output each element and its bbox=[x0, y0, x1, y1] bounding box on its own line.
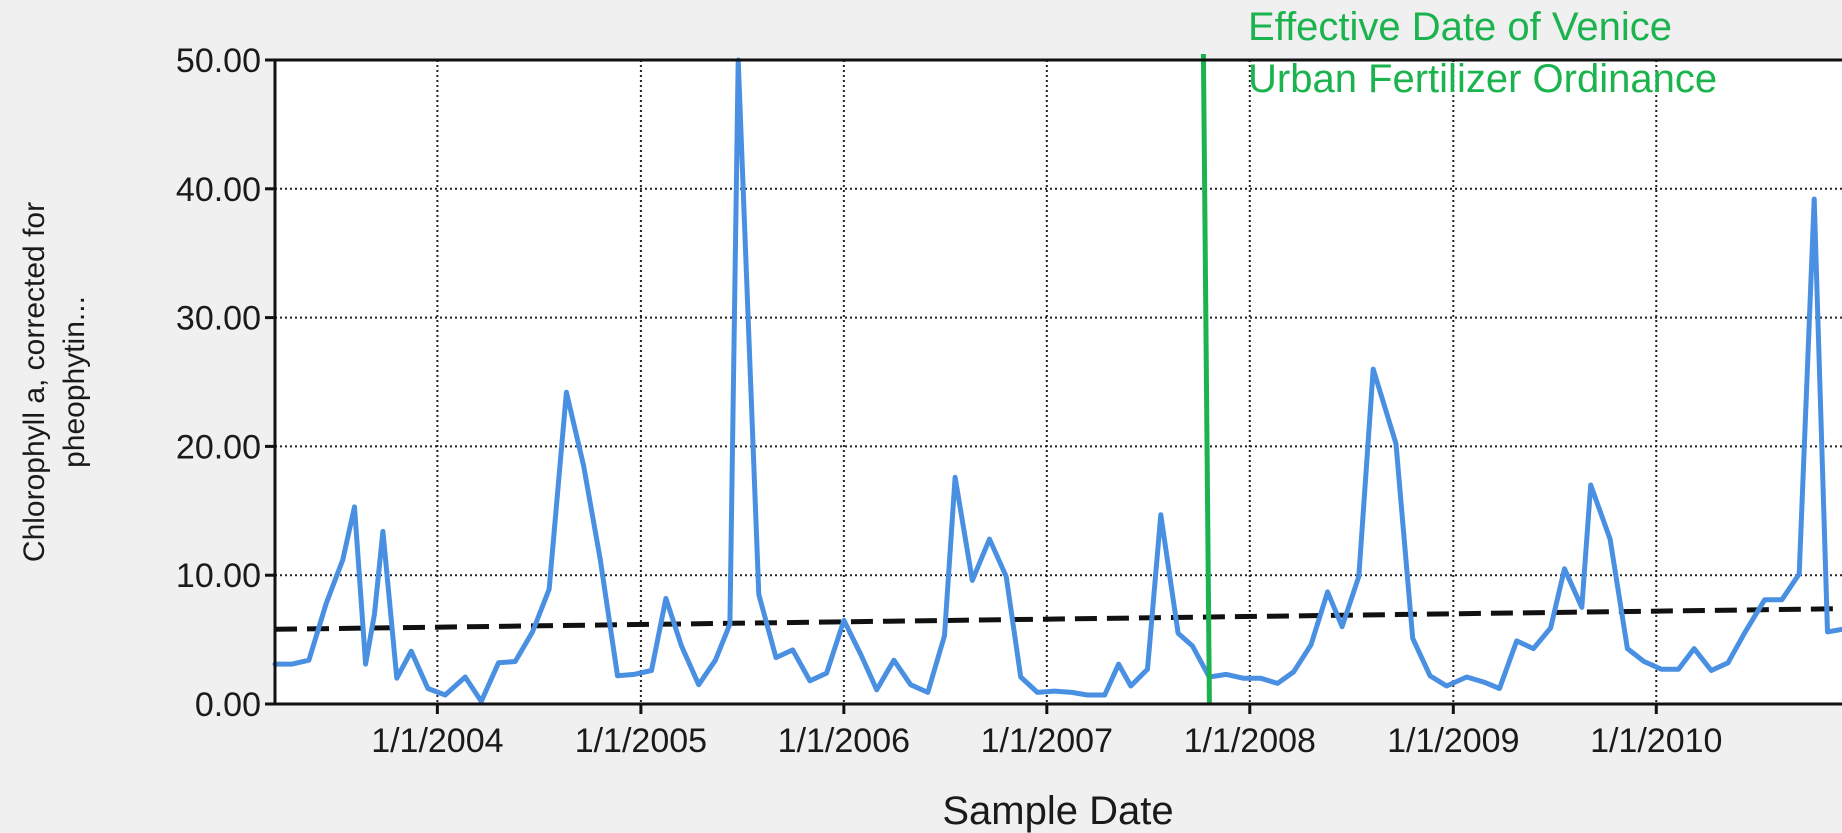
y-tick-labels: 0.00 10.00 20.00 30.00 40.00 50.00 bbox=[176, 42, 261, 724]
y-tick-label: 30.00 bbox=[176, 300, 261, 338]
annotation-text-line2: Urban Fertilizer Ordinance bbox=[1248, 57, 1717, 101]
x-tick-label: 1/1/2010 bbox=[1590, 722, 1722, 760]
annotation-text-line1: Effective Date of Venice bbox=[1248, 5, 1672, 49]
x-tick-label: 1/1/2004 bbox=[371, 722, 503, 760]
y-tick-label: 0.00 bbox=[195, 686, 261, 724]
y-tick-label: 40.00 bbox=[176, 171, 261, 209]
series-layer bbox=[272, 57, 1842, 704]
x-tick-labels: 1/1/2004 1/1/2005 1/1/2006 1/1/2007 1/1/2008… bbox=[371, 722, 1722, 760]
x-tick-label: 1/1/2009 bbox=[1387, 722, 1519, 760]
y-tick-label: 10.00 bbox=[176, 557, 261, 595]
y-axis-title-line1: Chlorophyll a, corrected for bbox=[18, 202, 51, 562]
x-tick-label: 1/1/2005 bbox=[575, 722, 707, 760]
plot-area bbox=[275, 60, 1842, 704]
y-axis-title-line2: pheophytin... bbox=[58, 296, 91, 468]
x-axis-title: Sample Date bbox=[942, 789, 1173, 833]
axes bbox=[265, 58, 1842, 714]
annotation-layer: Effective Date of Venice Urban Fertilizer… bbox=[1200, 5, 1717, 705]
grid-lines bbox=[275, 60, 1842, 704]
y-tick-label: 20.00 bbox=[176, 428, 261, 466]
x-tick-label: 1/1/2008 bbox=[1184, 722, 1316, 760]
series-line bbox=[272, 57, 1842, 704]
ordinance-date-line bbox=[1200, 53, 1212, 705]
x-tick-label: 1/1/2007 bbox=[981, 722, 1113, 760]
y-tick-label: 50.00 bbox=[176, 42, 261, 80]
x-tick-label: 1/1/2006 bbox=[778, 722, 910, 760]
